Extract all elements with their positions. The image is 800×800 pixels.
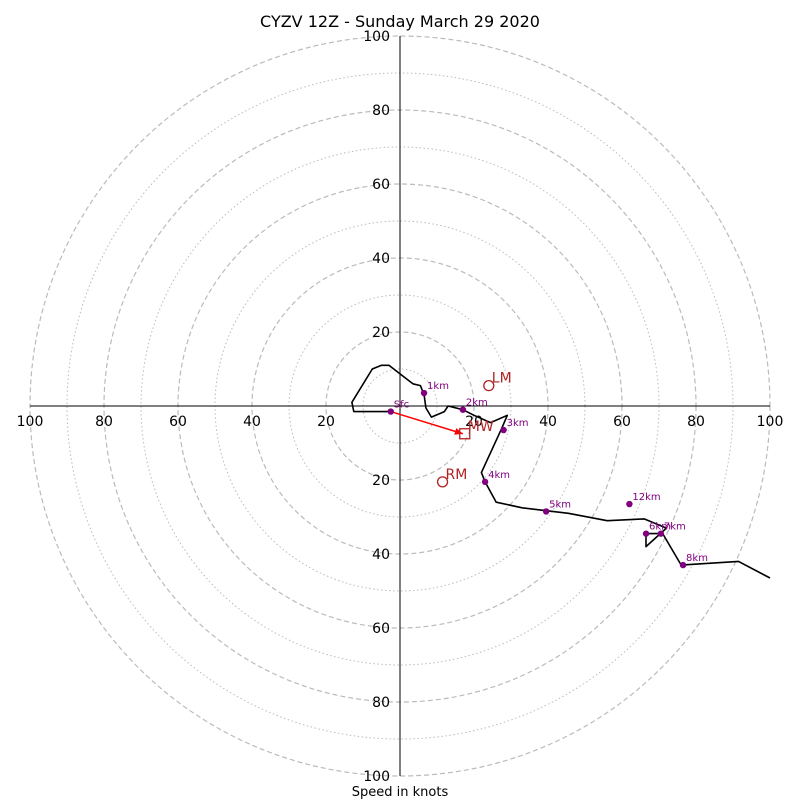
chart-title: CYZV 12Z - Sunday March 29 2020 (260, 12, 540, 31)
height-label: 1km (427, 381, 449, 392)
storm-motion-square (459, 428, 471, 440)
height-label: 12km (632, 492, 660, 503)
tick-label: 80 (372, 695, 390, 711)
height-point (626, 500, 633, 508)
height-point (642, 530, 650, 537)
height-point (679, 561, 687, 569)
tick-label: 100 (363, 769, 390, 785)
storm-motion-label: MW (468, 419, 494, 435)
wind-trace (351, 364, 771, 579)
height-point (420, 389, 428, 397)
tick-label: 40 (372, 251, 390, 267)
tick-label: 100 (17, 414, 44, 430)
height-label: Sfc (394, 400, 409, 411)
height-label: 3km (507, 418, 529, 429)
tick-label: 40 (243, 414, 261, 430)
height-label: 8km (686, 553, 708, 564)
height-label: 6km (649, 522, 671, 533)
storm-motion-label: RM (446, 467, 468, 483)
tick-label: 60 (169, 414, 187, 430)
axes (30, 36, 770, 776)
tick-label: 40 (372, 547, 390, 563)
tick-label: 80 (372, 103, 390, 119)
height-point (387, 408, 394, 415)
tick-label: 80 (95, 414, 113, 430)
height-label: 7km (664, 522, 686, 533)
height-point (657, 530, 665, 537)
tick-label: 40 (539, 414, 557, 430)
storm-motion-circle (436, 476, 449, 488)
height-point (481, 478, 489, 486)
storm-motion-label: LM (492, 371, 512, 387)
tick-label: 20 (372, 473, 390, 489)
tick-label: 100 (363, 29, 390, 45)
storm-motion-markers: LM RM MW (436, 371, 512, 488)
height-point (542, 508, 550, 515)
tick-label: 80 (687, 414, 705, 430)
height-label: 2km (466, 398, 488, 409)
height-label: 4km (488, 470, 510, 481)
tick-label: 60 (372, 621, 390, 637)
wind-trace-line (351, 364, 771, 579)
tick-label: 20 (372, 325, 390, 341)
x-axis-label: Speed in knots (352, 785, 449, 800)
shear-vector-line (390, 410, 464, 435)
tick-label: 60 (613, 414, 631, 430)
storm-motion-circle (483, 379, 495, 392)
height-point (459, 406, 467, 413)
tick-label: 20 (317, 414, 335, 430)
shear-arrowhead (454, 428, 463, 435)
height-point (500, 426, 507, 434)
tick-label: 60 (372, 177, 390, 193)
height-label: 5km (549, 499, 571, 510)
tick-label: 100 (757, 414, 784, 430)
shear-vector (390, 410, 464, 435)
